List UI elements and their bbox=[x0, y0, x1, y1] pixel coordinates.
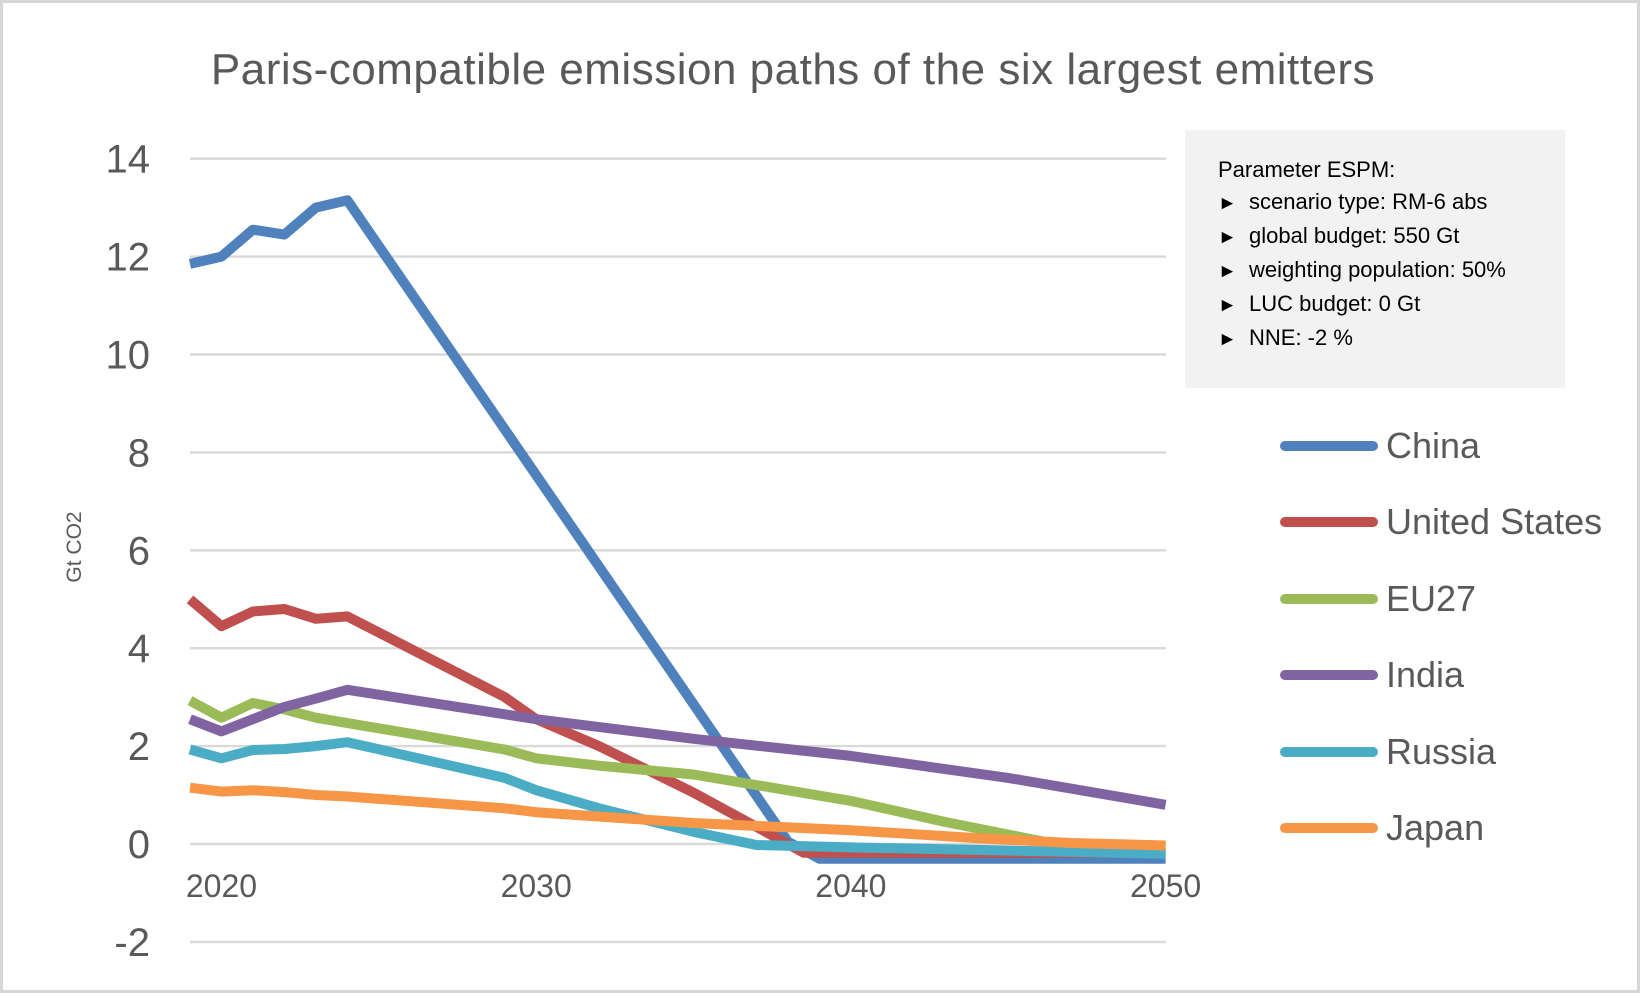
parameter-item: ► weighting population: 50% bbox=[1218, 254, 1555, 288]
parameter-item: ► scenario type: RM-6 abs bbox=[1218, 186, 1555, 220]
legend-label: Russia bbox=[1386, 731, 1497, 772]
y-tick-label: 2 bbox=[128, 725, 150, 769]
legend-item-united-states: United States bbox=[1280, 501, 1602, 543]
legend-label: China bbox=[1386, 425, 1481, 466]
parameter-box: Parameter ESPM: ► scenario type: RM-6 abs… bbox=[1185, 130, 1565, 388]
legend-label: Japan bbox=[1386, 807, 1485, 848]
bullet-triangle-icon: ► bbox=[1218, 261, 1237, 282]
parameter-item-text: global budget: 550 Gt bbox=[1249, 223, 1460, 248]
parameter-item: ► NNE: -2 % bbox=[1218, 322, 1555, 356]
parameter-item-text: weighting population: 50% bbox=[1249, 257, 1506, 282]
parameter-item: ► global budget: 550 Gt bbox=[1218, 220, 1555, 254]
legend-label: India bbox=[1386, 654, 1465, 695]
legend-item-eu27: EU27 bbox=[1280, 578, 1476, 620]
series-line-india bbox=[188, 684, 1167, 810]
y-tick-label: 0 bbox=[128, 823, 150, 867]
parameter-item-text: scenario type: RM-6 abs bbox=[1249, 189, 1488, 214]
legend-swatch-china bbox=[1280, 441, 1378, 451]
parameter-item: ► LUC budget: 0 Gt bbox=[1218, 288, 1555, 322]
x-tick-label: 2050 bbox=[1130, 868, 1201, 904]
bullet-triangle-icon: ► bbox=[1218, 193, 1237, 214]
parameter-list: ► scenario type: RM-6 abs ► global budget: … bbox=[1218, 186, 1555, 356]
parameter-item-text: NNE: -2 % bbox=[1249, 325, 1353, 350]
bullet-triangle-icon: ► bbox=[1218, 329, 1237, 350]
series-line-china bbox=[188, 195, 1166, 864]
y-tick-label: 10 bbox=[106, 334, 151, 378]
legend-label: United States bbox=[1386, 501, 1603, 542]
legend-item-japan: Japan bbox=[1280, 807, 1484, 849]
plot-area: 14 12 10 8 6 4 2 0 -2 2020 2030 2040 2050 bbox=[106, 138, 1202, 965]
y-tick-label: 12 bbox=[106, 236, 151, 280]
parameter-box-title: Parameter ESPM: bbox=[1218, 157, 1396, 182]
bullet-triangle-icon: ► bbox=[1218, 295, 1237, 316]
x-tick-label: 2020 bbox=[186, 868, 257, 904]
parameter-item-text: LUC budget: 0 Gt bbox=[1249, 291, 1421, 316]
legend-swatch-japan bbox=[1280, 823, 1378, 833]
legend-item-india: India bbox=[1280, 654, 1464, 696]
bullet-triangle-icon: ► bbox=[1218, 227, 1237, 248]
legend-item-russia: Russia bbox=[1280, 731, 1496, 773]
series-line-russia bbox=[188, 737, 1166, 859]
chart-title: Paris-compatible emission paths of the s… bbox=[210, 45, 1376, 94]
legend-swatch-eu27 bbox=[1280, 594, 1378, 604]
legend-item-china: China bbox=[1280, 425, 1480, 467]
legend-swatch-russia bbox=[1280, 747, 1378, 757]
x-tick-label: 2030 bbox=[501, 868, 572, 904]
legend-swatch-united-states bbox=[1280, 517, 1378, 527]
y-tick-label: 8 bbox=[128, 431, 150, 475]
y-tick-label: 4 bbox=[128, 627, 150, 671]
legend-swatch-india bbox=[1280, 670, 1378, 680]
y-tick-label: 14 bbox=[106, 138, 151, 182]
y-tick-label: 6 bbox=[128, 529, 150, 573]
legend-label: EU27 bbox=[1386, 578, 1477, 619]
y-tick-label: -2 bbox=[114, 921, 150, 965]
x-tick-label: 2040 bbox=[815, 868, 886, 904]
series-line-japan bbox=[189, 782, 1166, 851]
